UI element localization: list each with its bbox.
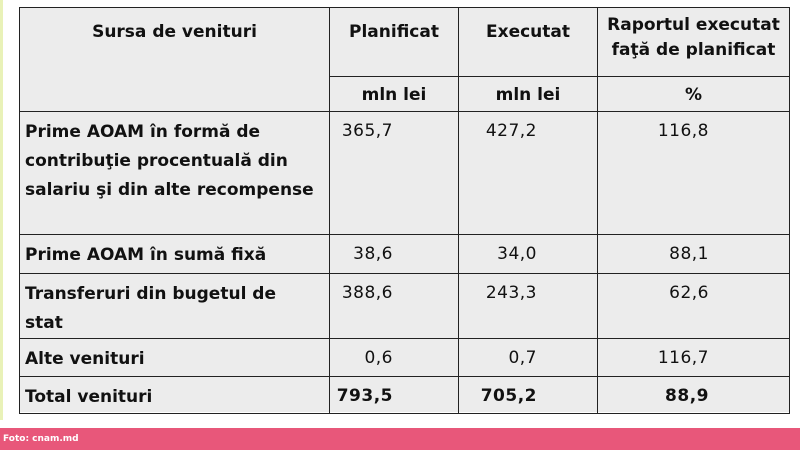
left-accent-strip [0,0,3,420]
row-label: Alte venituri [19,338,330,377]
total-label: Total venituri [19,376,330,414]
table-row: Alte venituri 0,6 0,7 116,7 [19,338,790,377]
row-label: Prime AOAM în sumă fixă [19,234,330,274]
header-row: Sursa de venituri Planificat Executat Ra… [19,7,790,112]
table-row: Transferuri din bugetul de stat 388,6 24… [19,273,790,339]
planned-value: 388,6 [329,273,459,339]
unit-ratio: % [597,76,790,112]
row-label: Prime AOAM în formă de contribuţie proce… [19,111,330,235]
table-row: Prime AOAM în formă de contribuţie proce… [19,111,790,235]
header-ratio: Raportul executat faţă de planificat [597,7,790,77]
total-ratio: 88,9 [597,376,790,414]
header-planned: Planificat [329,7,459,77]
header-executed: Executat [458,7,598,77]
header-ratio-line2: faţă de planificat [611,40,776,60]
header-source: Sursa de venituri [19,7,330,112]
table-row: Prime AOAM în sumă fixă 38,6 34,0 88,1 [19,234,790,274]
units-row: mln lei mln lei % [20,76,790,112]
executed-value: 0,7 [458,338,598,377]
executed-value: 34,0 [458,234,598,274]
unit-planned: mln lei [329,76,459,112]
unit-executed: mln lei [458,76,598,112]
total-executed: 705,2 [458,376,598,414]
total-planned: 793,5 [329,376,459,414]
planned-value: 365,7 [329,111,459,235]
ratio-value: 116,7 [597,338,790,377]
executed-value: 427,2 [458,111,598,235]
row-label: Transferuri din bugetul de stat [19,273,330,339]
total-row: Total venituri 793,5 705,2 88,9 [19,376,790,414]
ratio-value: 88,1 [597,234,790,274]
revenue-table-container: Sursa de venituri Planificat Executat Ra… [19,7,790,414]
ratio-value: 116,8 [597,111,790,235]
planned-value: 38,6 [329,234,459,274]
executed-value: 243,3 [458,273,598,339]
header-ratio-line1: Raportul executat [607,15,780,35]
photo-credit-caption: Foto: cnam.md [0,428,800,450]
revenue-table: Sursa de venituri Planificat Executat Ra… [19,7,790,414]
ratio-value: 62,6 [597,273,790,339]
planned-value: 0,6 [329,338,459,377]
